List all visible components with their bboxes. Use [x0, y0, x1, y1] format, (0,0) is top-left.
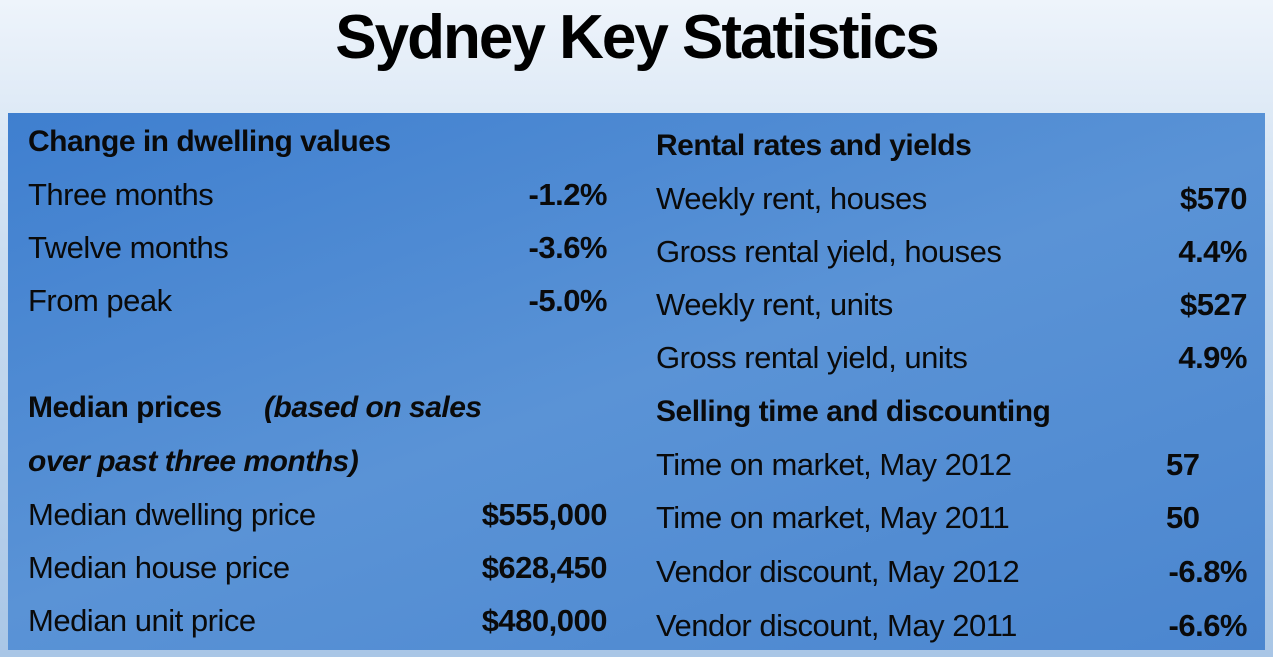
row-value: -1.2%	[528, 177, 608, 212]
row-value: -6.8%	[1168, 554, 1248, 589]
row-label: Median house price	[28, 550, 290, 585]
row-value: 4.4%	[1178, 234, 1247, 269]
row-value: $480,000	[481, 603, 608, 638]
row-label: Weekly rent, units	[656, 287, 893, 322]
row-label: Time on market, May 2012	[656, 447, 1012, 482]
row-label: Twelve months	[28, 230, 229, 265]
section-heading: Rental rates and yields	[656, 129, 972, 162]
section-heading: Change in dwelling values	[28, 125, 391, 158]
row-label: Gross rental yield, houses	[656, 234, 1002, 269]
row-value: 50	[1166, 500, 1200, 535]
section-note: (based on sales	[264, 391, 482, 424]
row-label: Three months	[28, 177, 214, 212]
row-value: $555,000	[481, 497, 608, 532]
row-label: Median unit price	[28, 603, 256, 638]
section-heading: Median prices	[28, 391, 222, 424]
row-label: Median dwelling price	[28, 497, 316, 532]
row-value: -6.6%	[1168, 608, 1248, 643]
row-label: Vendor discount, May 2011	[656, 608, 1017, 643]
row-value: $527	[1180, 287, 1247, 322]
section-heading: Selling time and discounting	[656, 395, 1051, 428]
row-label: Time on market, May 2011	[656, 500, 1010, 535]
row-value: 57	[1166, 447, 1200, 482]
row-label: Vendor discount, May 2012	[656, 554, 1020, 589]
row-value: -5.0%	[528, 283, 608, 318]
row-value: $570	[1180, 181, 1247, 216]
panel	[8, 113, 1265, 650]
row-label: From peak	[28, 283, 172, 318]
title: Sydney Key Statistics	[335, 3, 939, 72]
row-value: 4.9%	[1178, 340, 1247, 375]
row-label: Gross rental yield, units	[656, 340, 968, 375]
row-value: $628,450	[481, 550, 608, 585]
row-value: -3.6%	[528, 230, 608, 265]
row-label: Weekly rent, houses	[656, 181, 927, 216]
section-note: over past three months)	[28, 445, 359, 478]
